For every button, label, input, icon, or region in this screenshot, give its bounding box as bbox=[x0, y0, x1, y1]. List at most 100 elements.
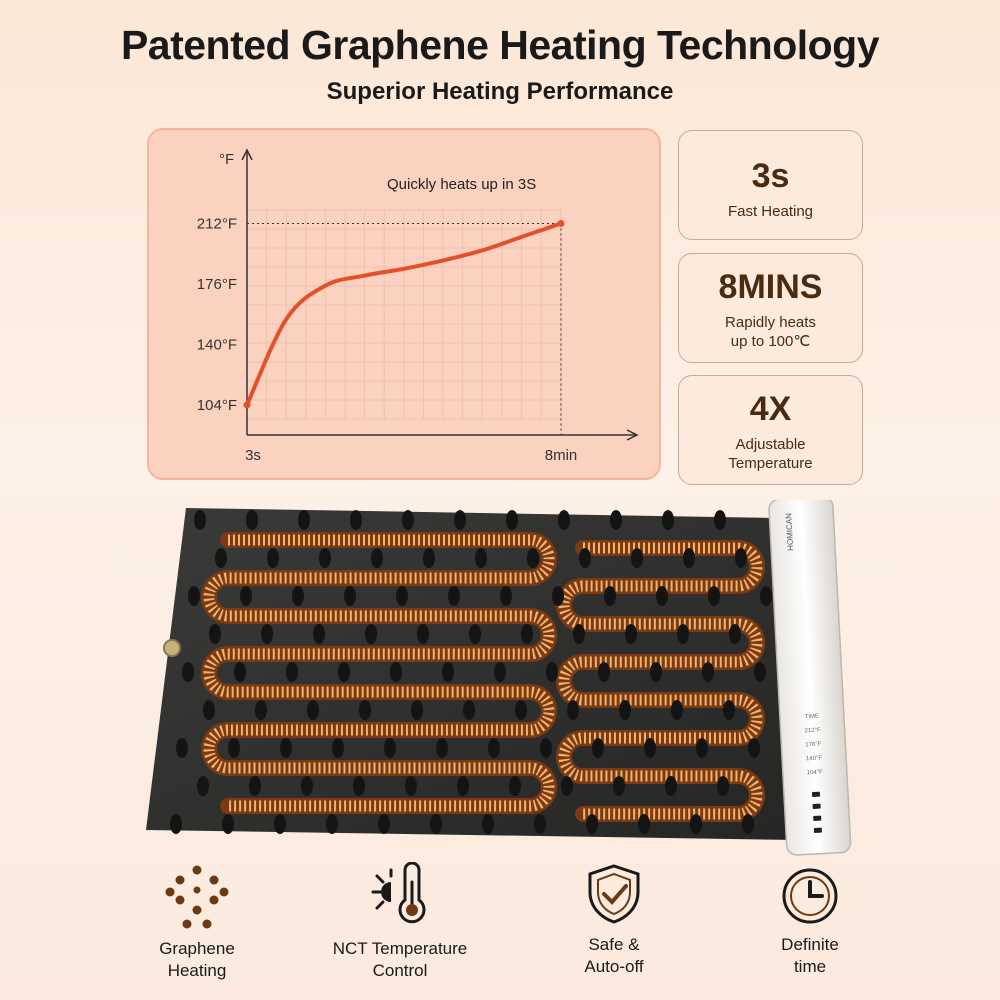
mat-stone bbox=[592, 738, 604, 758]
mat-stone bbox=[662, 510, 674, 530]
mat-stone bbox=[754, 662, 766, 682]
chart-grid bbox=[246, 209, 562, 420]
x-tick-label: 8min bbox=[545, 447, 578, 464]
clock-icon bbox=[782, 868, 838, 924]
mat-stone bbox=[222, 814, 234, 834]
mat-stone bbox=[405, 776, 417, 796]
y-axis-arrow bbox=[241, 148, 253, 161]
feature-nct-control: NCT Temperature Control bbox=[320, 862, 480, 982]
graphene-molecule-icon bbox=[165, 865, 229, 929]
feature-safe-auto-off: Safe & Auto-off bbox=[534, 862, 694, 978]
mat-stone bbox=[365, 624, 377, 644]
mat-stone bbox=[390, 662, 402, 682]
mat-stone bbox=[521, 624, 533, 644]
mat-stone bbox=[378, 814, 390, 834]
mat-stone bbox=[182, 662, 194, 682]
controller-level-label: 176°F bbox=[805, 741, 822, 748]
mat-stone bbox=[396, 586, 408, 606]
page-subtitle: Superior Heating Performance bbox=[326, 78, 674, 105]
mat-stone bbox=[246, 510, 258, 530]
mat-stone bbox=[665, 776, 677, 796]
mat-stone bbox=[234, 662, 246, 682]
mat-stone bbox=[469, 624, 481, 644]
heating-series-line bbox=[245, 221, 563, 407]
mat-stone bbox=[209, 624, 221, 644]
graphene-heating-mat-image: HOMICAN TIME 212°F 176°F 140°F 104°F bbox=[146, 500, 852, 856]
mat-stone bbox=[561, 776, 573, 796]
mat-stone bbox=[534, 814, 546, 834]
mat-stone bbox=[267, 548, 279, 568]
y-tick-label: 140°F bbox=[197, 336, 237, 353]
mat-stone bbox=[677, 624, 689, 644]
mat-stone bbox=[509, 776, 521, 796]
feature-definite-time: Definite time bbox=[730, 866, 890, 978]
stat-value: 4X bbox=[749, 390, 792, 428]
mat-stone bbox=[619, 700, 631, 720]
mat-connector bbox=[163, 639, 181, 657]
y-tick-label: 176°F bbox=[197, 276, 237, 293]
mat-stone bbox=[598, 662, 610, 682]
mat-stone bbox=[176, 738, 188, 758]
mat-stone bbox=[760, 586, 772, 606]
feature-label-line-2: time bbox=[793, 957, 827, 976]
controller-button bbox=[813, 815, 822, 821]
mat-stone bbox=[527, 548, 539, 568]
temperature-controller[interactable]: HOMICAN TIME 212°F 176°F 140°F 104°F bbox=[768, 500, 852, 856]
mat-stone bbox=[540, 738, 552, 758]
mat-stone bbox=[457, 776, 469, 796]
x-axis-arrow bbox=[626, 429, 639, 441]
mat-stone bbox=[494, 662, 506, 682]
controller-level-label: 212°F bbox=[804, 727, 821, 734]
mat-stone bbox=[319, 548, 331, 568]
stat-card-rapid-heat: 8MINS Rapidly heats up to 100℃ bbox=[678, 253, 863, 363]
controller-level-label: 140°F bbox=[806, 755, 823, 762]
mat-stone bbox=[194, 510, 206, 530]
mat-stone bbox=[430, 814, 442, 834]
mat-stone bbox=[579, 548, 591, 568]
mat-stone bbox=[625, 624, 637, 644]
mat-stone bbox=[717, 776, 729, 796]
coil-ridges bbox=[203, 534, 555, 812]
mat-stone bbox=[307, 700, 319, 720]
stat-label-line-2: up to 100℃ bbox=[730, 333, 811, 350]
mat-stone bbox=[729, 624, 741, 644]
stat-value: 3s bbox=[751, 157, 790, 195]
mat-stone bbox=[463, 700, 475, 720]
controller-level-label: 104°F bbox=[807, 769, 824, 776]
mat-stone bbox=[690, 814, 702, 834]
mat-stone bbox=[261, 624, 273, 644]
data-point-end bbox=[557, 219, 565, 227]
mat-stone bbox=[402, 510, 414, 530]
feature-label-line-2: Heating bbox=[167, 961, 227, 980]
mat-stone bbox=[286, 662, 298, 682]
mat-stone bbox=[170, 814, 182, 834]
mat-stone bbox=[515, 700, 527, 720]
feature-label-line-1: Graphene bbox=[159, 939, 235, 958]
mat-stone bbox=[371, 548, 383, 568]
mat-stone bbox=[500, 586, 512, 606]
coil-ridges bbox=[558, 542, 763, 820]
feature-graphene-heating: Graphene Heating bbox=[117, 862, 277, 982]
y-tick-label: 104°F bbox=[197, 397, 237, 414]
mat-stone bbox=[301, 776, 313, 796]
data-point-start bbox=[243, 401, 251, 409]
mat-stone bbox=[338, 662, 350, 682]
mat-stone bbox=[567, 700, 579, 720]
heating-chart-panel: °F 104°F 140°F 176°F 212°F 3s 8min Quickly heat… bbox=[147, 128, 661, 480]
mat-stone bbox=[683, 548, 695, 568]
y-axis-label: °F bbox=[219, 151, 234, 168]
thermometer-icon bbox=[371, 862, 426, 924]
mat-stone bbox=[423, 548, 435, 568]
mat-stone bbox=[448, 586, 460, 606]
mat-stone bbox=[558, 510, 570, 530]
mat-stone bbox=[696, 738, 708, 758]
mat-stone bbox=[417, 624, 429, 644]
feature-label-line-1: Definite bbox=[781, 935, 839, 954]
heating-curve-chart: °F 104°F 140°F 176°F 212°F 3s 8min Quickly heat… bbox=[197, 148, 639, 464]
feature-label-line-1: Safe & bbox=[588, 935, 640, 954]
mat-stone bbox=[292, 586, 304, 606]
feature-label-line-2: Auto-off bbox=[584, 957, 644, 976]
mat-stone bbox=[332, 738, 344, 758]
mat-stone bbox=[475, 548, 487, 568]
